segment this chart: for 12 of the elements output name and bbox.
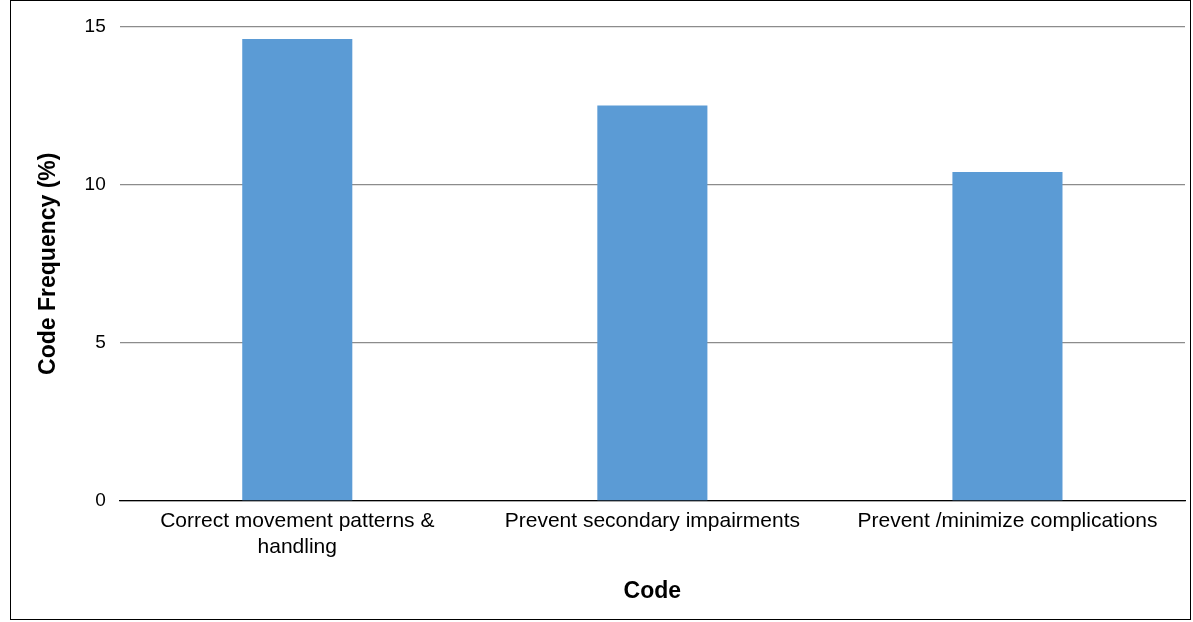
- bar: [952, 171, 1063, 501]
- y-tick-label: 5: [95, 331, 106, 353]
- x-tick-label: Correct movement patterns & handling: [160, 508, 435, 557]
- y-tick-label: 0: [95, 489, 106, 511]
- x-axis-title: Code: [623, 576, 682, 603]
- y-axis-title: Code Frequency (%): [34, 152, 61, 375]
- bar: [242, 39, 353, 501]
- y-tick-label: 10: [84, 172, 106, 194]
- y-tick-label: 15: [84, 14, 106, 36]
- x-tick-label: Prevent /minimize complications: [857, 508, 1158, 532]
- x-tick-label: Prevent secondary impairments: [504, 508, 801, 532]
- bar: [597, 105, 708, 501]
